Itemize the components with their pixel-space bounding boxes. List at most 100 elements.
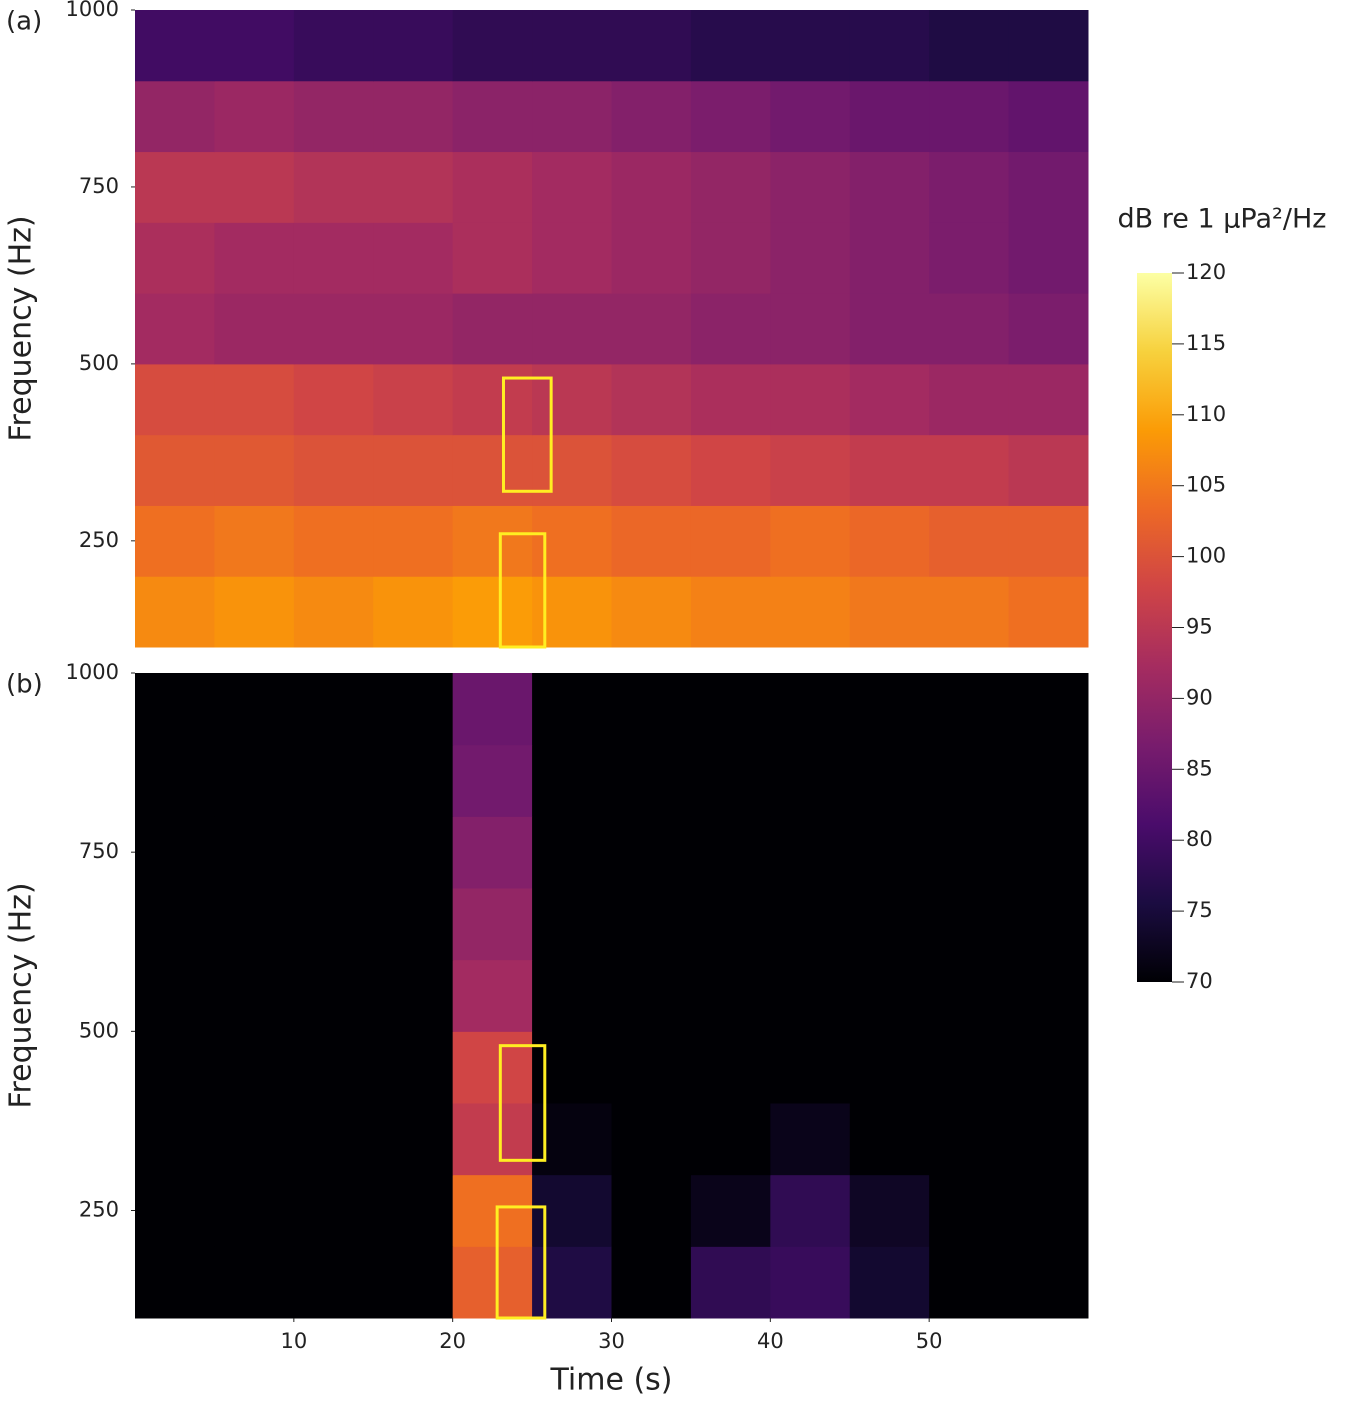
heat-cell	[452, 1031, 533, 1104]
heat-cell	[929, 888, 1010, 961]
colorbar-label: dB re 1 μPa²/Hz	[1118, 204, 1327, 235]
heat-cell	[452, 744, 533, 817]
heat-cell	[849, 151, 930, 223]
heat-cell	[770, 888, 851, 961]
heat-cell	[373, 673, 454, 746]
heat-cell	[690, 959, 771, 1032]
heat-cell	[849, 222, 930, 294]
heat-cell	[532, 673, 612, 746]
colorbar-tick-label: 85	[1186, 756, 1213, 780]
heat-cell	[373, 1246, 454, 1319]
heat-cell	[929, 959, 1010, 1032]
heat-cell	[532, 10, 612, 82]
heat-cell	[611, 1103, 692, 1176]
heat-cell	[135, 1174, 215, 1247]
heat-cell	[293, 293, 374, 365]
heat-cell	[532, 222, 612, 294]
heat-cell	[293, 1103, 374, 1176]
heat-cell	[929, 744, 1010, 817]
heat-cell	[373, 744, 454, 817]
heat-cell	[1008, 888, 1089, 961]
heat-cell	[452, 363, 533, 436]
heat-cell	[135, 80, 215, 153]
heat-cell	[690, 1031, 771, 1104]
heat-cell	[452, 151, 533, 223]
heat-cell	[214, 1031, 295, 1104]
heat-cell	[452, 959, 533, 1032]
heat-cell	[611, 673, 692, 746]
heat-cell	[373, 293, 454, 365]
heat-cell	[849, 744, 930, 817]
heat-cell	[929, 363, 1010, 436]
heat-cell	[1008, 434, 1089, 506]
heat-cell	[690, 363, 771, 436]
heat-cell	[849, 434, 930, 506]
heat-cell	[532, 151, 612, 223]
heat-cell	[135, 151, 215, 223]
heat-cell	[214, 293, 295, 365]
heat-cell	[373, 151, 454, 223]
x-tick-label: 40	[757, 1329, 784, 1353]
panel-label: (b)	[6, 670, 43, 700]
heat-cell	[135, 673, 215, 746]
heat-cell	[849, 959, 930, 1032]
heat-cell	[532, 363, 612, 436]
heat-cell	[690, 576, 771, 648]
panel-label: (a)	[6, 7, 42, 37]
colorbar-tick-label: 70	[1186, 969, 1213, 993]
y-tick-label: 1000	[66, 0, 119, 21]
heat-cell	[770, 959, 851, 1032]
heat-cell	[770, 151, 851, 223]
heat-cell	[293, 505, 374, 577]
y-tick-label: 500	[79, 351, 119, 375]
x-axis-label: Time (s)	[550, 1363, 673, 1398]
heat-cell	[373, 10, 454, 82]
heat-cell	[293, 1031, 374, 1104]
y-axis-label: Frequency (Hz)	[4, 215, 39, 441]
heat-cell	[135, 363, 215, 436]
heat-cell	[373, 1031, 454, 1104]
heat-cell	[690, 10, 771, 82]
y-tick-label: 250	[79, 528, 119, 552]
heat-cell	[690, 744, 771, 817]
heat-cell	[452, 576, 533, 648]
heat-cell	[214, 576, 295, 648]
x-tick-label: 20	[439, 1329, 466, 1353]
heat-cell	[293, 744, 374, 817]
heat-cell	[1008, 959, 1089, 1032]
heat-cell	[293, 10, 374, 82]
heat-cell	[1008, 10, 1089, 82]
heat-cell	[611, 222, 692, 294]
heat-cell	[135, 744, 215, 817]
heat-cell	[293, 363, 374, 436]
heat-cell	[1008, 222, 1089, 294]
heat-cell	[1008, 673, 1089, 746]
heat-cell	[135, 10, 215, 82]
heat-cell	[532, 959, 612, 1032]
colorbar-tick-label: 100	[1186, 544, 1226, 568]
highlight-box	[495, 1205, 547, 1320]
heat-cell	[1008, 576, 1089, 648]
heat-cell	[214, 744, 295, 817]
x-tick-label: 10	[280, 1329, 307, 1353]
heat-cell	[293, 959, 374, 1032]
heat-cell	[293, 1174, 374, 1247]
heat-cell	[849, 363, 930, 436]
colorbar-tick-label: 120	[1186, 260, 1226, 284]
heat-cell	[214, 1174, 295, 1247]
heat-cell	[293, 888, 374, 961]
heat-cell	[373, 434, 454, 506]
heat-cell	[611, 505, 692, 577]
heat-cell	[452, 1103, 533, 1176]
heat-cell	[849, 1246, 930, 1319]
heat-cell	[452, 673, 533, 746]
y-tick-label: 1000	[66, 660, 119, 684]
heat-cell	[611, 80, 692, 153]
heat-cell	[373, 80, 454, 153]
heat-cell	[135, 222, 215, 294]
colorbar-tick-label: 90	[1186, 685, 1213, 709]
heat-cell	[214, 434, 295, 506]
heat-cell	[214, 673, 295, 746]
heat-cell	[611, 1031, 692, 1104]
heat-cell	[452, 888, 533, 961]
